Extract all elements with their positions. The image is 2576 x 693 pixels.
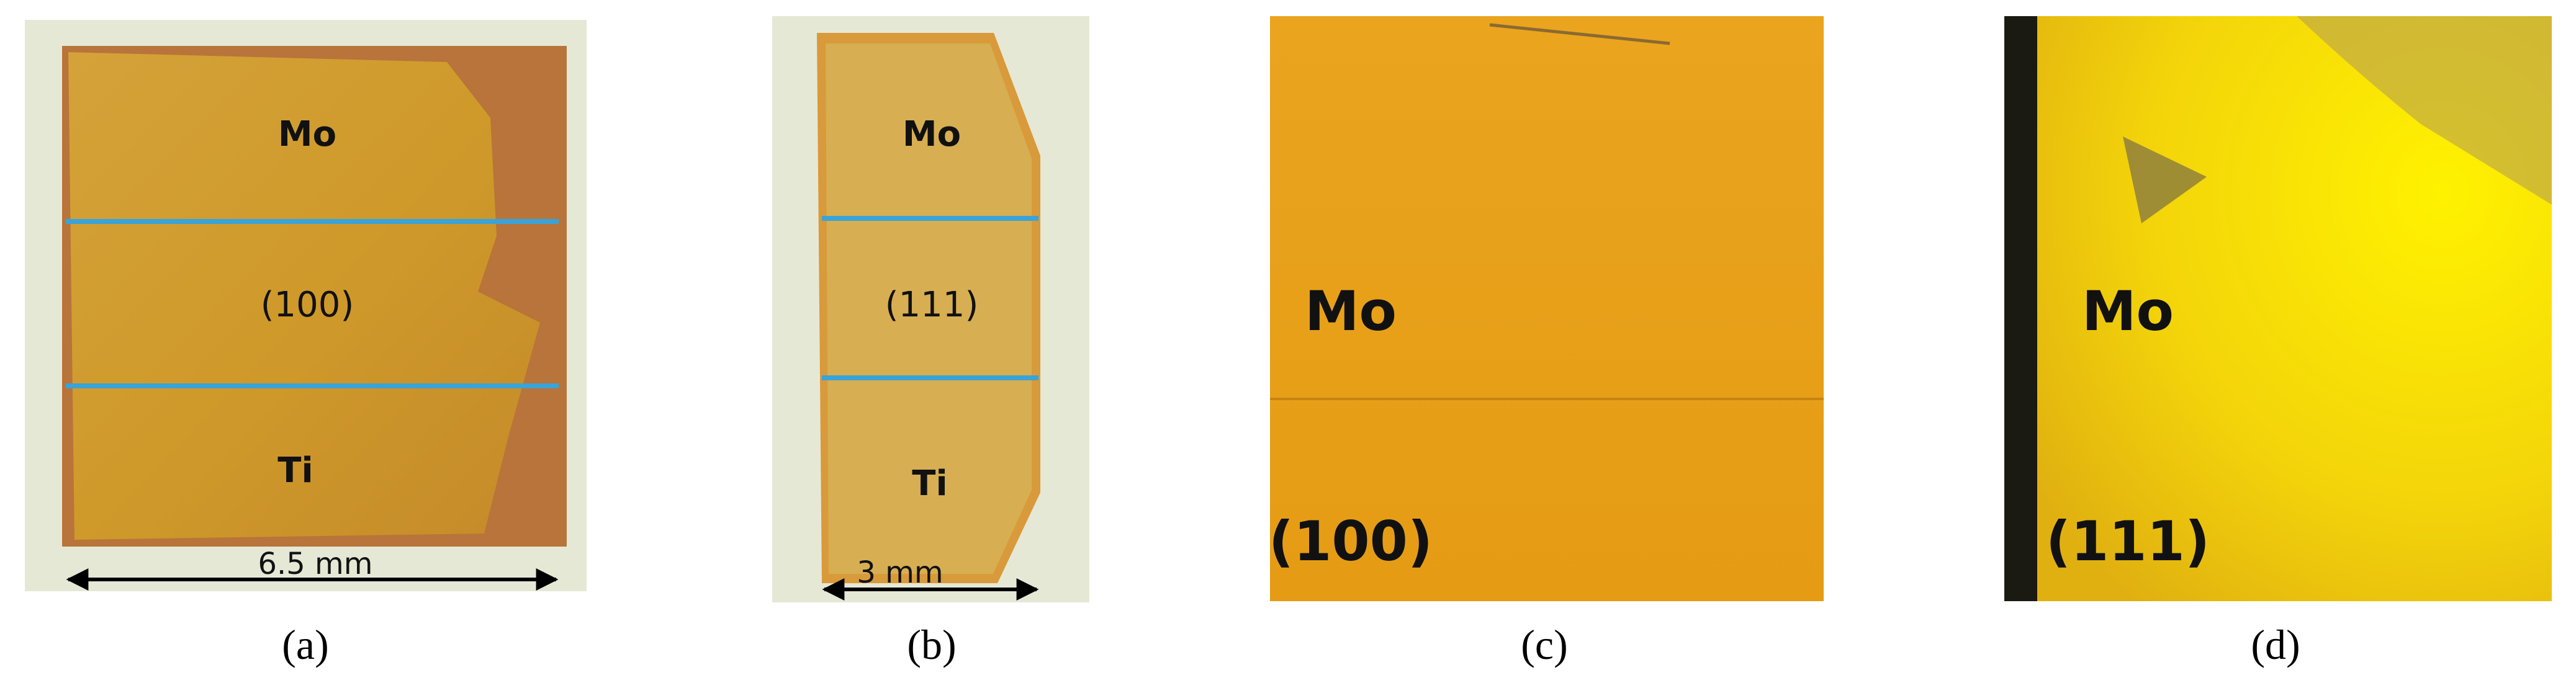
region-label: (100) — [261, 285, 354, 325]
surface-region — [2037, 16, 2552, 205]
region-label: Mo — [903, 114, 961, 154]
dark-edge — [2004, 16, 2037, 601]
region-label: Ti — [277, 450, 313, 491]
micrograph — [1270, 16, 1824, 601]
scale-label: 3 mm — [857, 555, 943, 590]
panel-d: Mo (111) (d) — [2004, 16, 2552, 668]
region-label: Ti — [912, 463, 947, 504]
caption: (a) — [282, 621, 328, 668]
panel-a: Mo (100) Ti 6.5 mm (a) — [25, 20, 587, 668]
region-label: Mo — [2082, 279, 2174, 343]
crystal — [68, 52, 540, 540]
scratch — [1489, 23, 1670, 45]
region-label: (100) — [1269, 509, 1433, 573]
region-label: Mo — [278, 114, 336, 154]
panel-c: Mo (100) (c) — [1269, 16, 1824, 668]
caption: (b) — [907, 621, 956, 668]
region-label: Mo — [1305, 279, 1397, 343]
caption: (d) — [2251, 621, 2300, 668]
caption: (c) — [1521, 621, 1567, 668]
scale-label: 6.5 mm — [258, 547, 372, 581]
panel-b: Mo (111) Ti 3 mm (b) — [772, 16, 1089, 668]
region-label: (111) — [885, 285, 979, 325]
feature — [2123, 136, 2207, 223]
region-label: (111) — [2046, 509, 2210, 573]
crystal-face — [826, 43, 1032, 574]
